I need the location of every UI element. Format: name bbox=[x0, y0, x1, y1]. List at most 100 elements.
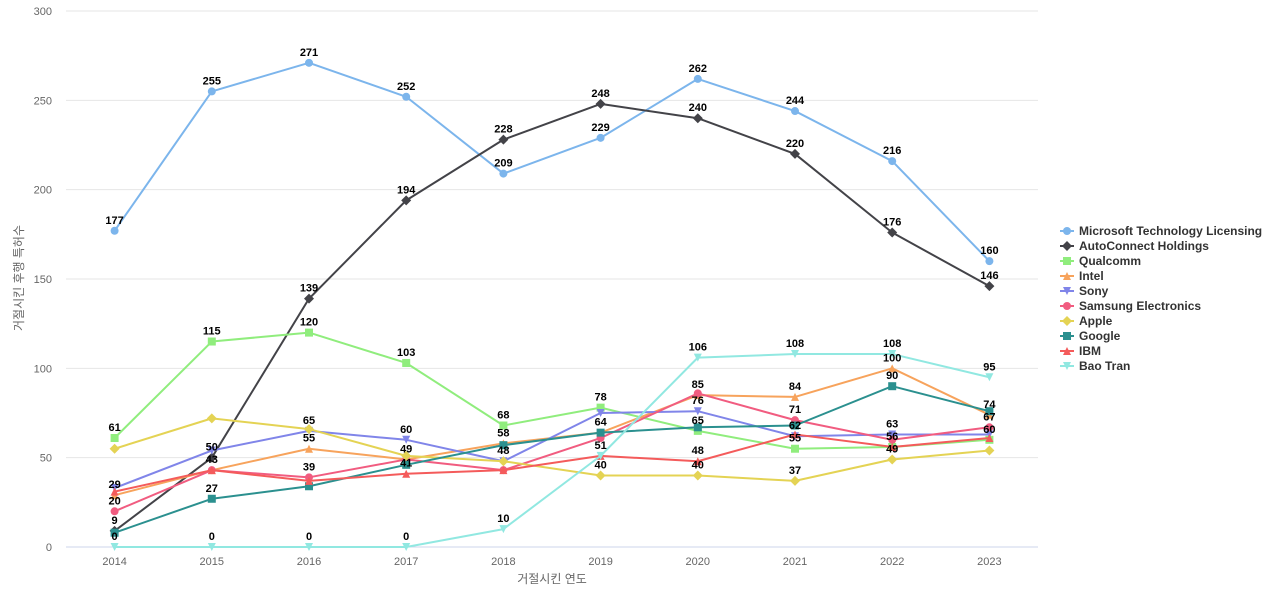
data-point bbox=[110, 528, 119, 537]
data-point bbox=[207, 337, 216, 346]
data-label: 40 bbox=[594, 460, 606, 472]
legend-label: Microsoft Technology Licensing bbox=[1079, 224, 1262, 238]
y-tick-label: 0 bbox=[46, 542, 52, 554]
data-label: 95 bbox=[983, 361, 995, 373]
data-point bbox=[402, 543, 411, 551]
series-intel bbox=[110, 364, 994, 500]
data-point bbox=[499, 421, 508, 430]
data-label: 48 bbox=[497, 445, 509, 457]
series-line bbox=[113, 61, 991, 262]
series-line bbox=[113, 331, 990, 450]
data-label: 90 bbox=[886, 370, 898, 382]
series-microsoft-technology-licensing bbox=[110, 58, 994, 266]
data-label: 49 bbox=[400, 443, 412, 455]
legend-item[interactable]: Intel bbox=[1060, 269, 1104, 283]
legend-marker bbox=[1063, 347, 1071, 355]
data-point bbox=[596, 428, 605, 437]
data-point bbox=[207, 446, 216, 455]
data-label: 61 bbox=[108, 422, 120, 434]
legend-item[interactable]: Google bbox=[1060, 329, 1121, 343]
data-point bbox=[207, 466, 216, 475]
data-point bbox=[791, 107, 799, 116]
series-autoconnect-holdings bbox=[109, 98, 995, 536]
data-label: 51 bbox=[594, 440, 606, 452]
data-point bbox=[888, 442, 897, 451]
data-point bbox=[693, 353, 702, 362]
data-point bbox=[984, 281, 995, 292]
legend-item[interactable]: Samsung Electronics bbox=[1060, 299, 1201, 313]
data-point bbox=[206, 452, 217, 463]
data-point bbox=[499, 466, 508, 475]
data-label: 160 bbox=[980, 245, 998, 257]
data-label: 41 bbox=[400, 458, 412, 470]
data-point bbox=[110, 434, 119, 443]
data-label: 39 bbox=[303, 461, 315, 473]
data-point bbox=[305, 444, 313, 453]
legend-item[interactable]: Qualcomm bbox=[1060, 254, 1141, 268]
data-point bbox=[693, 74, 702, 83]
data-label: 228 bbox=[494, 124, 512, 136]
series-line bbox=[113, 102, 990, 532]
series-line bbox=[114, 392, 990, 513]
data-point bbox=[693, 423, 702, 432]
data-label: 56 bbox=[886, 431, 898, 443]
legend-marker bbox=[1063, 362, 1071, 370]
data-label: 62 bbox=[789, 420, 801, 432]
data-point bbox=[401, 195, 412, 206]
data-point bbox=[110, 507, 119, 516]
y-tick-label: 250 bbox=[34, 95, 52, 107]
data-label: 229 bbox=[591, 122, 609, 134]
data-label: 244 bbox=[786, 95, 805, 107]
data-point bbox=[305, 543, 313, 551]
y-tick-label: 100 bbox=[34, 363, 52, 375]
data-point bbox=[498, 456, 509, 467]
data-point bbox=[693, 407, 702, 416]
data-point bbox=[596, 133, 605, 142]
data-point bbox=[498, 134, 509, 145]
data-point bbox=[110, 487, 119, 496]
legend-marker bbox=[1063, 287, 1071, 295]
data-label: 60 bbox=[400, 424, 412, 436]
series-line bbox=[114, 385, 990, 534]
data-point bbox=[499, 525, 508, 534]
data-point bbox=[888, 157, 897, 166]
x-tick-label: 2020 bbox=[686, 556, 710, 568]
legend-label: Google bbox=[1079, 329, 1121, 343]
y-axis-title: 거절시킨 후행 특허수 bbox=[11, 225, 26, 331]
data-label: 248 bbox=[591, 88, 609, 100]
data-point bbox=[791, 392, 799, 401]
legend-item[interactable]: Microsoft Technology Licensing bbox=[1060, 224, 1262, 238]
data-label: 0 bbox=[403, 531, 409, 543]
legend-marker bbox=[1062, 241, 1072, 251]
legend-label: Sony bbox=[1079, 284, 1109, 298]
series-bao-tran bbox=[110, 350, 994, 551]
data-label: 115 bbox=[203, 326, 221, 338]
data-point bbox=[692, 113, 703, 124]
data-label: 85 bbox=[692, 379, 704, 391]
data-point bbox=[305, 482, 313, 491]
data-label: 10 bbox=[497, 513, 509, 525]
series-line bbox=[114, 367, 990, 497]
x-tick-label: 2017 bbox=[394, 556, 418, 568]
legend-item[interactable]: Bao Tran bbox=[1060, 359, 1130, 373]
series-group bbox=[109, 58, 995, 551]
x-tick-label: 2019 bbox=[588, 556, 612, 568]
data-point bbox=[110, 543, 119, 551]
data-label: 55 bbox=[303, 433, 315, 445]
data-label: 37 bbox=[789, 465, 801, 477]
data-point bbox=[401, 450, 412, 461]
legend-item[interactable]: IBM bbox=[1060, 344, 1101, 358]
legend-item[interactable]: Apple bbox=[1060, 314, 1113, 328]
series-line bbox=[114, 353, 990, 548]
x-tick-label: 2023 bbox=[977, 556, 1001, 568]
legend-item[interactable]: AutoConnect Holdings bbox=[1060, 239, 1209, 253]
legend-item[interactable]: Sony bbox=[1060, 284, 1109, 298]
x-tick-label: 2014 bbox=[102, 556, 126, 568]
data-label: 108 bbox=[883, 338, 901, 350]
data-point bbox=[888, 382, 897, 391]
data-label: 106 bbox=[689, 342, 707, 354]
data-label: 58 bbox=[497, 427, 509, 439]
data-label: 0 bbox=[112, 531, 118, 543]
